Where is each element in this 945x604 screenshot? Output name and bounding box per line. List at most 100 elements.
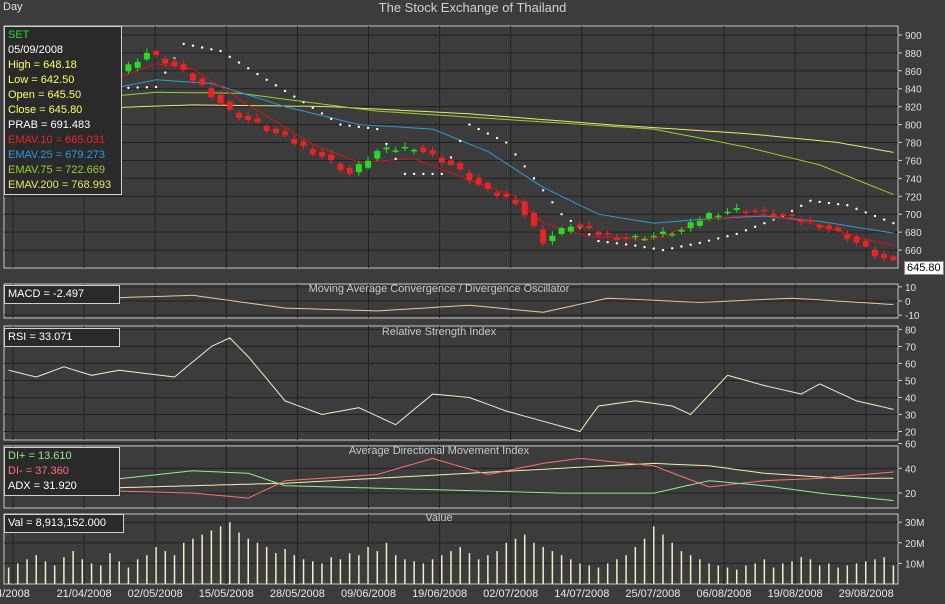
sar-dot — [560, 213, 563, 216]
candle-body — [871, 249, 878, 257]
candle-body — [429, 150, 436, 155]
candle-body — [752, 210, 759, 213]
candle-body — [521, 201, 528, 215]
candle-body — [171, 61, 178, 66]
sar-dot — [164, 71, 167, 74]
candle-body — [355, 164, 362, 173]
candle-body — [346, 167, 353, 174]
sar-dot — [523, 165, 526, 168]
candle-body — [687, 222, 694, 229]
candle-body — [245, 115, 252, 121]
candle-body — [392, 150, 399, 152]
sar-dot — [726, 234, 729, 238]
rsi-legend: RSI = 33.071 — [4, 328, 120, 347]
candle-body — [706, 213, 713, 219]
candle-body — [484, 182, 491, 189]
candle-body — [742, 211, 749, 213]
y-tick-label: 70 — [905, 342, 917, 353]
sar-dot — [283, 89, 287, 93]
sar-dot — [670, 247, 674, 250]
y-tick-label: 680 — [905, 228, 922, 239]
y-tick-label: 20 — [905, 489, 917, 500]
candle-body — [189, 73, 196, 81]
sar-dot — [855, 207, 858, 211]
candle-body — [208, 88, 215, 98]
candle-body — [733, 208, 740, 210]
diplus-line — [8, 470, 894, 502]
sar-dot — [339, 123, 342, 126]
price-panel-frame — [3, 25, 899, 269]
x-tick-label: 29/08/2008 — [839, 588, 894, 600]
legend-ema10: EMAV.10 = 665.031 — [8, 134, 105, 146]
sar-dot — [661, 248, 665, 252]
sar-dot — [652, 247, 655, 250]
y-tick-label: 0 — [905, 297, 911, 308]
value-plot — [7, 522, 895, 584]
legend-symbol: SET — [8, 29, 30, 41]
sar-dot — [440, 172, 443, 176]
sar-dot — [892, 221, 895, 225]
candle-body — [549, 235, 556, 242]
legend-close: Close = 645.80 — [8, 104, 83, 116]
sar-dot — [265, 78, 268, 81]
sar-dot — [569, 219, 573, 223]
x-tick-label: 14/07/2008 — [554, 588, 609, 600]
candle-body — [659, 231, 666, 235]
candle-body — [401, 146, 408, 149]
legend-prab: PRAB = 691.483 — [8, 119, 91, 131]
diminus-value: DI- = 37.360 — [8, 465, 69, 477]
sar-dot — [735, 232, 738, 236]
candle-body — [558, 228, 565, 235]
y-tick-label: 60 — [905, 440, 917, 451]
legend-ema200: EMAV.200 = 768.993 — [8, 179, 112, 191]
legend-ema25: EMAV.25 = 679.273 — [8, 149, 105, 161]
sar-dot — [809, 199, 812, 202]
sar-dot — [689, 243, 692, 246]
candle-body — [632, 235, 639, 238]
candle-body — [512, 199, 519, 204]
sar-dot — [800, 204, 803, 208]
sar-dot — [477, 127, 480, 131]
candle-body — [540, 229, 547, 244]
sar-dot — [541, 189, 545, 192]
candle-body — [724, 211, 731, 214]
ema25-line — [8, 79, 894, 234]
candle-body — [153, 51, 160, 56]
candle-body — [226, 101, 233, 110]
value-panel-title: Value — [425, 512, 452, 524]
legend-ema75: EMAV.75 = 722.669 — [8, 164, 105, 176]
sar-dot — [293, 95, 296, 98]
candle-body — [696, 220, 703, 226]
candle-body — [807, 219, 814, 222]
y-tick-label: 10M — [905, 559, 924, 570]
diplus-value: DI+ = 13.610 — [8, 450, 72, 462]
volume-value: Val = 8,913,152.000 — [8, 517, 106, 529]
sar-dot — [495, 136, 499, 140]
adx-panel-title: Average Directional Movement Index — [349, 445, 530, 457]
y-tick-label: 660 — [905, 246, 922, 257]
candle-body — [309, 149, 316, 155]
candle-body — [503, 193, 510, 197]
candle-body — [448, 160, 454, 165]
candle-body — [881, 254, 888, 259]
candle-body — [715, 215, 722, 218]
candle-body — [761, 209, 768, 212]
chart-title: The Stock Exchange of Thailand — [378, 0, 567, 15]
sar-dot — [394, 157, 397, 161]
candle-body — [890, 256, 897, 260]
y-tick-label: 900 — [905, 31, 922, 42]
candle-body — [438, 157, 445, 163]
candle-body — [143, 52, 150, 60]
y-tick-label: 80 — [905, 325, 917, 336]
y-tick-label: 40 — [905, 464, 917, 475]
candle-body — [613, 237, 620, 240]
y-tick-label: -10 — [905, 311, 920, 322]
candle-body — [254, 118, 261, 123]
candle-body — [641, 238, 648, 241]
x-tick-label: 28/05/2008 — [270, 588, 325, 600]
y-tick-label: 10 — [905, 283, 917, 294]
candle-body — [217, 94, 224, 104]
candle-body — [475, 177, 482, 185]
sar-dot — [680, 245, 683, 248]
